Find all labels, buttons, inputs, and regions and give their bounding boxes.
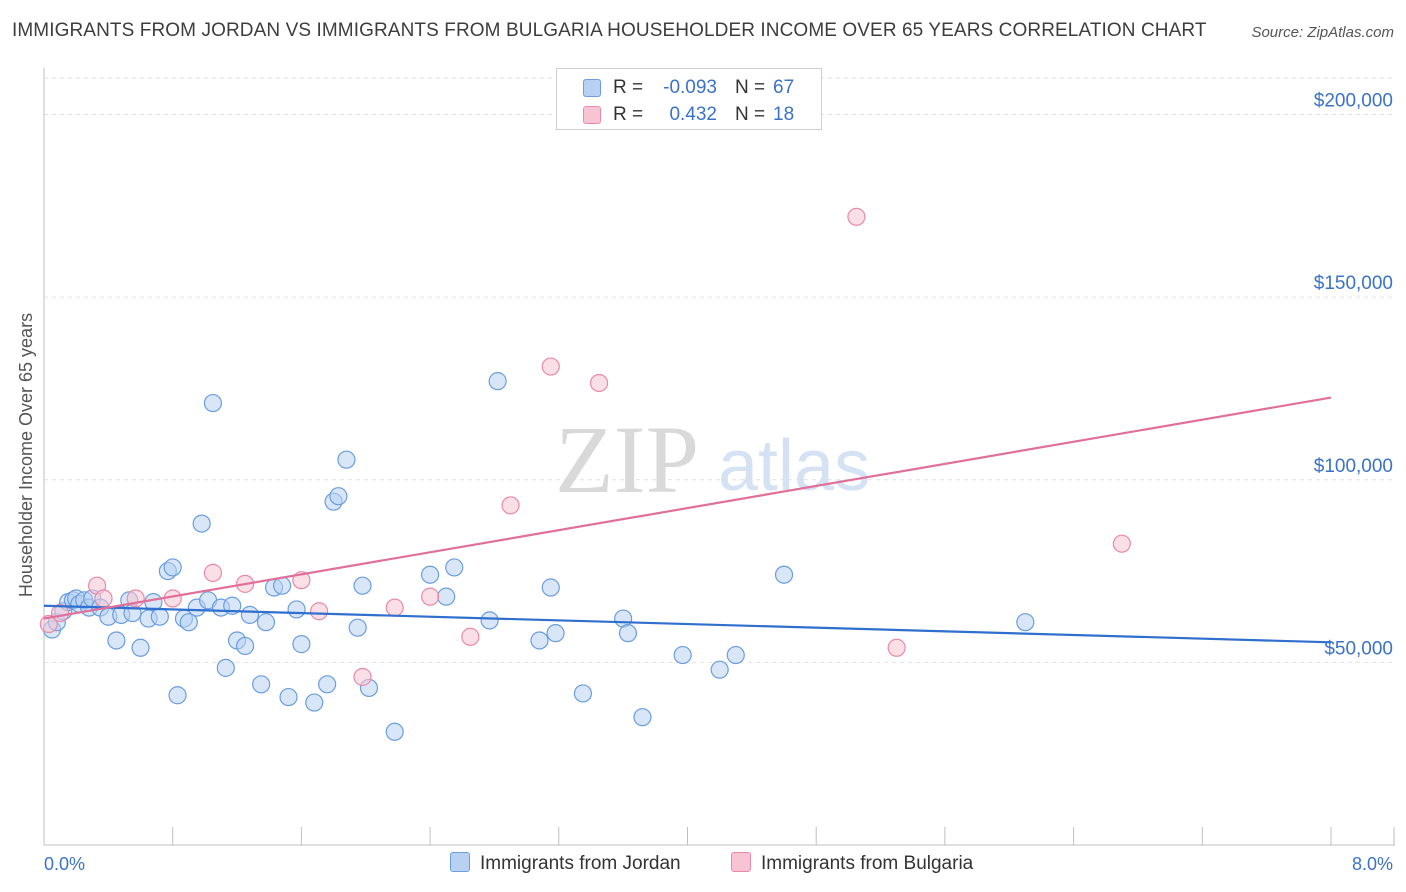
data-point-bulgaria bbox=[887, 638, 906, 657]
data-point-bulgaria bbox=[541, 357, 560, 376]
data-point-jordan bbox=[530, 631, 549, 650]
data-point-jordan bbox=[337, 450, 356, 469]
data-point-bulgaria bbox=[501, 496, 520, 515]
data-point-jordan bbox=[618, 624, 638, 643]
data-point-jordan bbox=[726, 645, 745, 665]
legend-r-value-jordan: -0.093 bbox=[663, 77, 717, 98]
data-point-jordan bbox=[252, 675, 271, 694]
data-point-jordan bbox=[292, 635, 311, 654]
data-point-jordan bbox=[203, 393, 223, 413]
data-point-jordan bbox=[421, 565, 440, 584]
watermark-zip: ZIP bbox=[555, 406, 699, 513]
data-point-jordan bbox=[445, 558, 464, 577]
correlation-legend: R = -0.093 N = 67 R = 0.432 N = 18 bbox=[556, 68, 822, 130]
data-point-bulgaria bbox=[421, 587, 440, 606]
data-point-bulgaria bbox=[203, 563, 223, 582]
series-jordan bbox=[42, 372, 1035, 741]
y-tick-label: $150,000 bbox=[1314, 273, 1393, 294]
data-point-jordan bbox=[541, 578, 560, 597]
trendline-bulgaria bbox=[43, 396, 1332, 620]
data-point-jordan bbox=[710, 660, 729, 679]
data-point-jordan bbox=[1016, 613, 1035, 632]
data-point-jordan bbox=[179, 613, 198, 632]
y-axis-label: Householder Income Over 65 years bbox=[16, 313, 36, 597]
data-point-bulgaria bbox=[39, 614, 58, 634]
data-point-jordan bbox=[235, 636, 255, 656]
data-point-jordan bbox=[150, 607, 169, 626]
x-tick-label: 0.0% bbox=[44, 854, 85, 874]
data-point-bulgaria bbox=[1112, 534, 1131, 553]
data-point-jordan bbox=[256, 613, 276, 632]
data-point-bulgaria bbox=[309, 602, 329, 621]
data-point-jordan bbox=[348, 618, 367, 637]
data-point-jordan bbox=[573, 684, 593, 703]
legend-swatch-bulgaria bbox=[583, 106, 601, 124]
x-tick-label: 8.0% bbox=[1352, 854, 1393, 874]
watermark-atlas: atlas bbox=[718, 426, 870, 506]
data-point-jordan bbox=[305, 693, 324, 712]
data-point-jordan bbox=[329, 487, 348, 506]
bottom-legend-swatch-bulgaria bbox=[731, 852, 751, 872]
chart-title: IMMIGRANTS FROM JORDAN VS IMMIGRANTS FRO… bbox=[12, 20, 1207, 41]
data-point-jordan bbox=[216, 658, 235, 677]
data-point-bulgaria bbox=[589, 373, 609, 393]
bottom-legend-swatch-jordan bbox=[450, 852, 470, 872]
data-point-jordan bbox=[131, 638, 150, 657]
axes bbox=[43, 68, 1395, 846]
data-point-bulgaria bbox=[385, 598, 404, 617]
data-point-jordan bbox=[240, 605, 260, 625]
data-point-jordan bbox=[673, 645, 692, 665]
legend-n-value-jordan: 67 bbox=[773, 77, 795, 98]
data-point-jordan bbox=[437, 587, 456, 606]
data-point-bulgaria bbox=[461, 627, 480, 646]
data-point-jordan bbox=[192, 514, 211, 533]
x-tick-labels: 0.0% 8.0% bbox=[44, 854, 1393, 874]
data-point-bulgaria bbox=[847, 207, 866, 226]
legend-swatch-jordan bbox=[583, 79, 601, 97]
data-point-jordan bbox=[107, 631, 126, 650]
data-point-jordan bbox=[287, 600, 306, 619]
data-point-bulgaria bbox=[353, 667, 372, 687]
source-label: Source: ZipAtlas.com bbox=[1251, 24, 1394, 41]
bottom-legend-label-bulgaria: Immigrants from Bulgaria bbox=[761, 853, 974, 874]
y-tick-label: $50,000 bbox=[1324, 638, 1393, 659]
legend-n-label: N = bbox=[735, 104, 766, 125]
data-point-jordan bbox=[385, 722, 404, 741]
data-point-jordan bbox=[774, 565, 794, 584]
gridlines bbox=[44, 77, 1395, 663]
y-tick-labels: $50,000 $100,000 $150,000 $200,000 bbox=[1314, 91, 1393, 660]
bottom-legend-jordan: Immigrants from Jordan bbox=[450, 852, 681, 875]
bottom-legend-label-jordan: Immigrants from Jordan bbox=[480, 853, 681, 874]
data-point-jordan bbox=[480, 611, 499, 630]
data-point-jordan bbox=[163, 558, 182, 577]
legend-r-label: R = bbox=[613, 77, 644, 98]
watermark: ZIP atlas bbox=[555, 406, 870, 513]
data-point-bulgaria bbox=[94, 589, 113, 608]
bottom-legend-bulgaria: Immigrants from Bulgaria bbox=[731, 852, 973, 875]
data-point-jordan bbox=[633, 708, 652, 727]
trendline-jordan bbox=[43, 604, 1332, 644]
data-point-jordan bbox=[318, 675, 337, 694]
data-point-jordan bbox=[279, 687, 298, 707]
data-point-jordan bbox=[546, 624, 565, 643]
data-point-jordan bbox=[168, 686, 187, 705]
legend-r-value-bulgaria: 0.432 bbox=[669, 104, 717, 125]
legend-n-value-bulgaria: 18 bbox=[773, 104, 795, 125]
legend-n-label: N = bbox=[735, 77, 766, 98]
legend-r-label: R = bbox=[613, 104, 644, 125]
data-point-jordan bbox=[488, 372, 507, 391]
data-point-jordan bbox=[353, 576, 372, 595]
y-tick-label: $200,000 bbox=[1314, 91, 1393, 112]
trendlines bbox=[43, 396, 1332, 644]
y-tick-label: $100,000 bbox=[1314, 456, 1393, 477]
